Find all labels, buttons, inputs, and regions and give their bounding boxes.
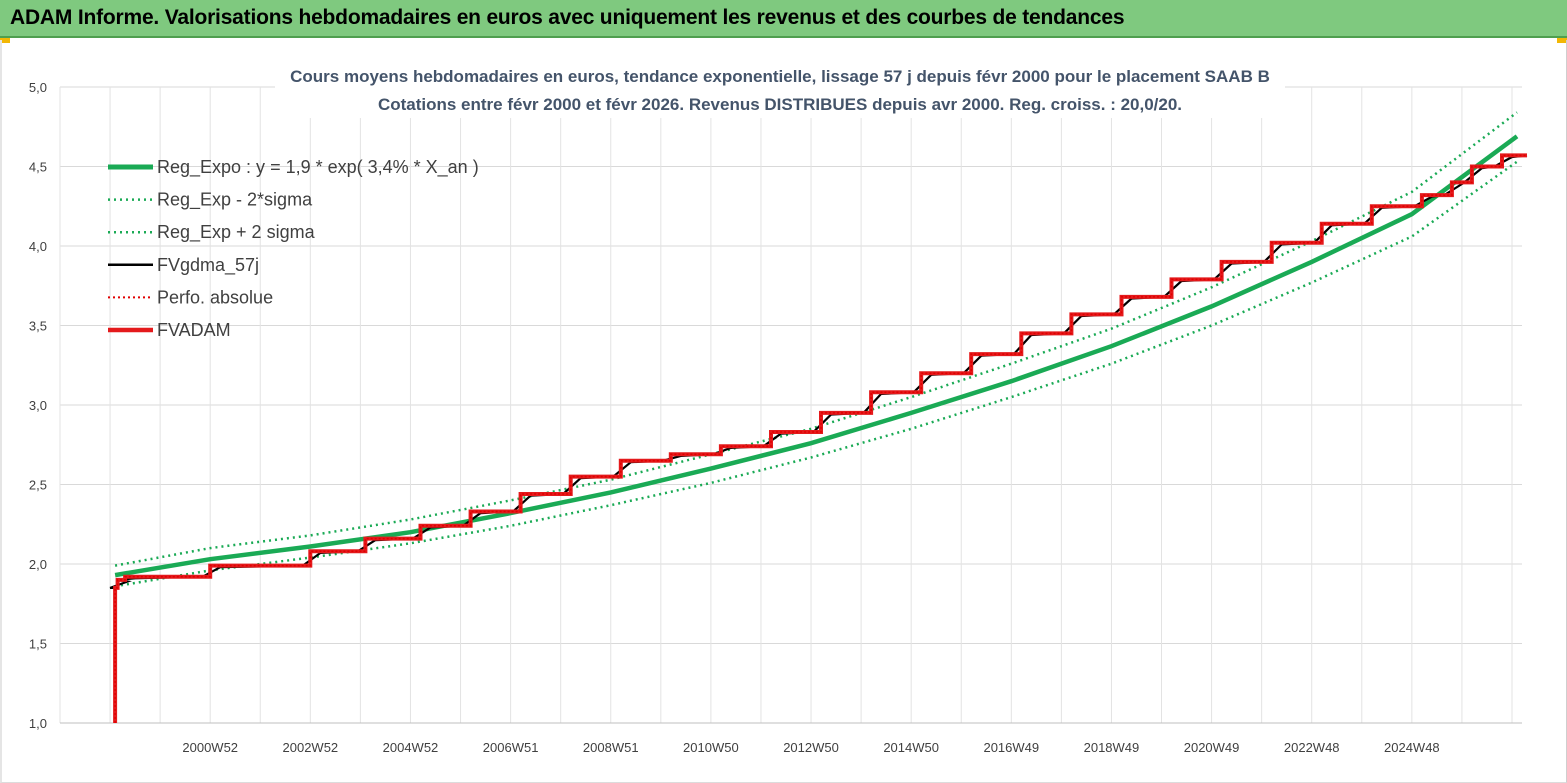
chart-grid <box>59 86 1522 724</box>
y-tick-label: 3,0 <box>29 398 47 413</box>
y-tick-label: 5,0 <box>29 80 47 95</box>
y-tick-label: 1,0 <box>29 716 47 731</box>
y-tick-label: 1,5 <box>29 637 47 652</box>
chart-legend: Reg_Expo : y = 1,9 * exp( 3,4% * X_an ) R… <box>108 157 479 340</box>
legend-label-reg-expo: Reg_Expo : y = 1,9 * exp( 3,4% * X_an ) <box>157 157 479 178</box>
series-line-perfo-absolue <box>114 154 1527 723</box>
legend-label-reg-minus: Reg_Exp - 2*sigma <box>157 190 313 211</box>
series-line-reg-minus-2-sigma <box>114 160 1518 588</box>
chart-series <box>109 111 1528 723</box>
x-tick-label: 2022W48 <box>1284 740 1340 755</box>
legend-label-fvadam: FVADAM <box>157 320 231 340</box>
x-tick-label: 2008W51 <box>583 740 639 755</box>
series-line-reg-plus-2-sigma <box>114 111 1518 567</box>
x-tick-label: 2014W50 <box>883 740 939 755</box>
x-tick-label: 2000W52 <box>182 740 238 755</box>
chart-titles: Cours moyens hebdomadaires en euros, ten… <box>275 60 1285 118</box>
x-tick-label: 2010W50 <box>683 740 739 755</box>
x-tick-label: 2018W49 <box>1084 740 1140 755</box>
x-tick-label: 2012W50 <box>783 740 839 755</box>
y-tick-label: 4,0 <box>29 239 47 254</box>
chart-axes: 1,0 1,5 2,0 2,5 3,0 3,5 4,0 4,5 5,0 2000W52 2002W5… <box>29 80 1522 755</box>
report-title: ADAM Informe. Valorisations hebdomadaire… <box>10 6 1125 29</box>
x-tick-label: 2024W48 <box>1384 740 1440 755</box>
report-banner: ADAM Informe. Valorisations hebdomadaire… <box>0 0 1567 38</box>
series-line-reg-expo <box>114 134 1519 578</box>
x-tick-label: 2020W49 <box>1184 740 1240 755</box>
y-tick-label: 4,5 <box>29 160 47 175</box>
x-tick-label: 2004W52 <box>383 740 439 755</box>
y-tick-label: 2,5 <box>29 478 47 493</box>
y-tick-label: 3,5 <box>29 319 47 334</box>
legend-label-perfo: Perfo. absolue <box>157 287 273 307</box>
corner-marker-right <box>1557 38 1567 43</box>
x-tick-label: 2002W52 <box>283 740 339 755</box>
corner-marker-left <box>0 38 10 43</box>
legend-label-fvgdma: FVgdma_57j <box>157 255 259 276</box>
x-tick-label: 2016W49 <box>983 740 1039 755</box>
chart-title: Cours moyens hebdomadaires en euros, ten… <box>290 67 1270 86</box>
chart-subtitle: Cotations entre févr 2000 et févr 2026. … <box>378 95 1182 114</box>
title-background <box>275 60 1285 118</box>
x-tick-label: 2006W51 <box>483 740 539 755</box>
legend-label-reg-plus: Reg_Exp + 2 sigma <box>157 222 316 243</box>
y-tick-label: 2,0 <box>29 557 47 572</box>
